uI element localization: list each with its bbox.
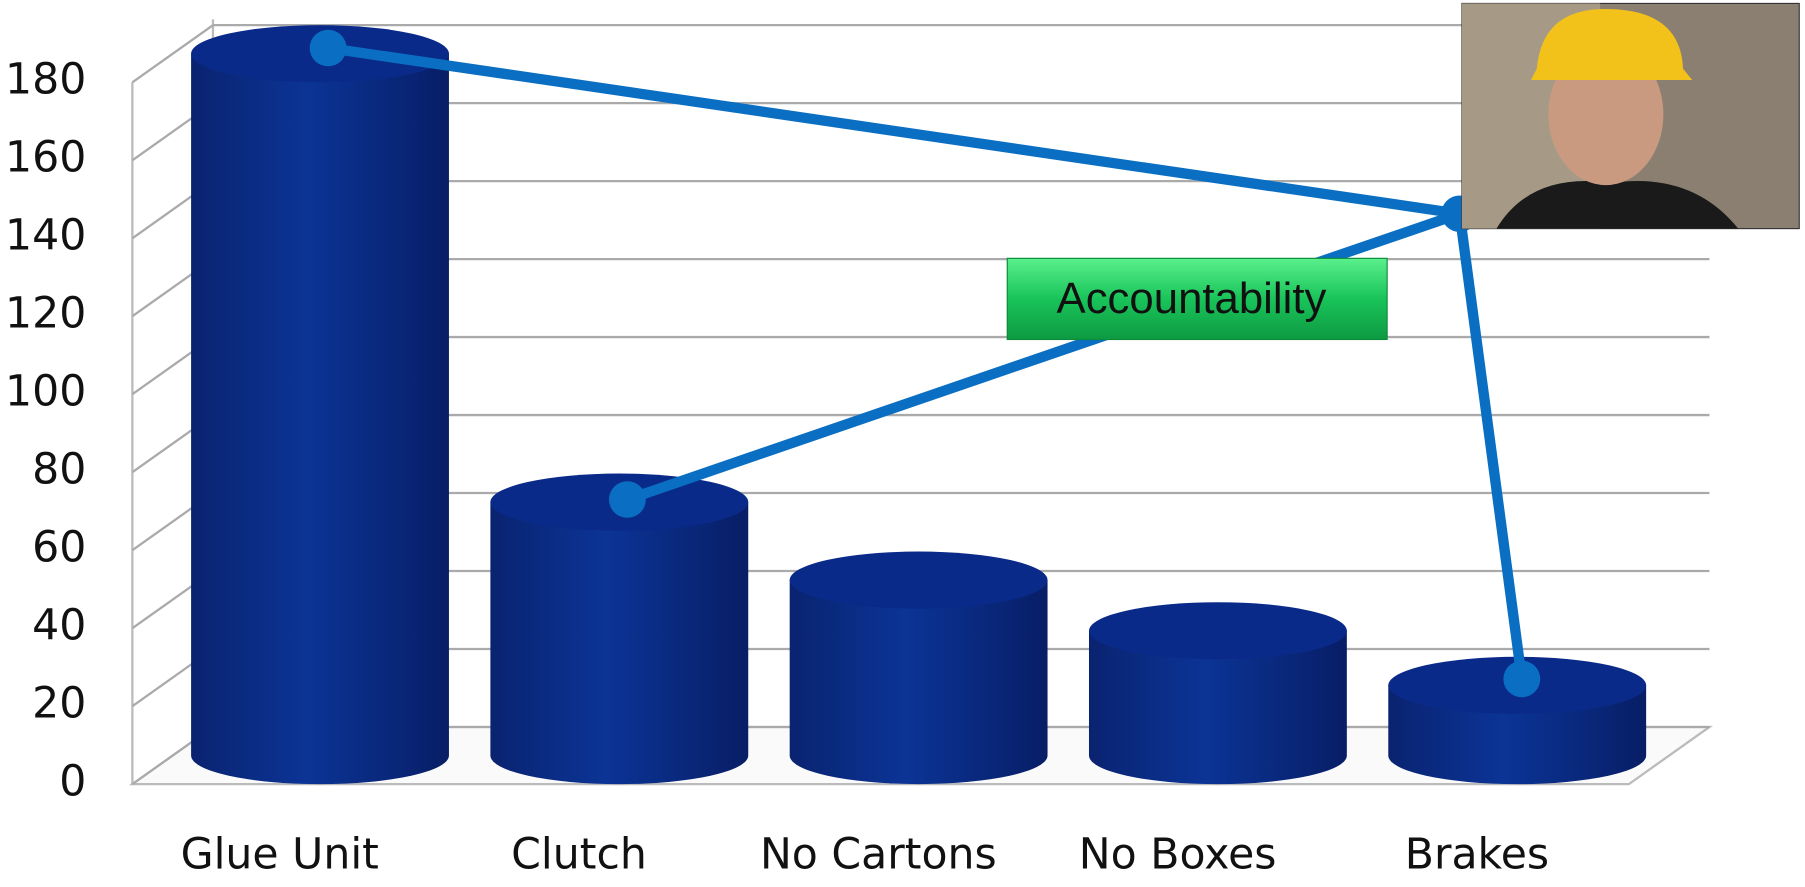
y-tick-label: 160 <box>5 134 86 183</box>
bar <box>1088 630 1347 785</box>
annotation-box <box>1006 257 1388 341</box>
point <box>309 29 347 67</box>
y-tick-label: 140 <box>5 212 86 261</box>
x-tick-label: Glue Unit <box>181 831 379 880</box>
annotation: Accountability <box>1006 257 1388 341</box>
photo-helmet <box>1531 8 1693 81</box>
bar-top <box>1088 602 1347 660</box>
photo <box>1461 2 1800 230</box>
trend-line <box>625 208 1462 505</box>
grid-line-side <box>131 24 214 84</box>
bar <box>191 53 449 785</box>
x-tick-label: No Cartons <box>760 831 997 880</box>
y-tick-label: 20 <box>32 680 86 729</box>
bars <box>191 25 1647 785</box>
x-tick-label: No Boxes <box>1079 831 1277 880</box>
bar-top <box>789 551 1048 609</box>
photo-shirt <box>1496 180 1739 229</box>
y-tick-label: 40 <box>32 602 86 651</box>
point <box>608 481 646 518</box>
y-tick-label: 80 <box>32 446 86 495</box>
y-tick-label: 0 <box>59 758 86 807</box>
x-tick-label: Clutch <box>511 831 647 880</box>
labels: 0 20 40 60 80 100 120 140 160 180 Glue Unit Clutch N… <box>5 56 1549 880</box>
annotation-text: Accountability <box>1057 275 1327 323</box>
y-tick-label: 120 <box>5 290 86 339</box>
bar <box>490 502 749 785</box>
x-tick-label: Brakes <box>1405 831 1549 880</box>
y-tick-label: 180 <box>5 56 86 105</box>
y-tick-label: 60 <box>32 524 86 573</box>
bar <box>789 580 1048 785</box>
y-tick-label: 100 <box>5 368 86 417</box>
point <box>1503 660 1541 698</box>
